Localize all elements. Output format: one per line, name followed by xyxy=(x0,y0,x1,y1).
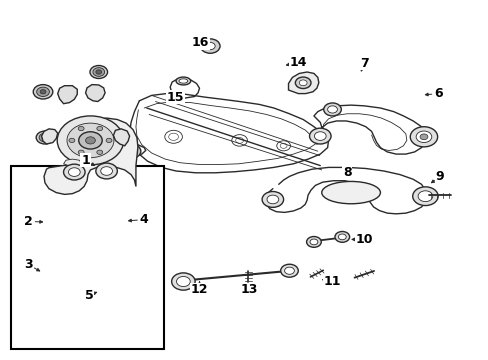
Circle shape xyxy=(39,133,51,142)
Circle shape xyxy=(284,267,294,274)
Circle shape xyxy=(295,77,310,89)
Circle shape xyxy=(125,137,131,141)
Circle shape xyxy=(126,148,136,155)
Circle shape xyxy=(33,85,53,99)
Text: 10: 10 xyxy=(355,233,372,246)
Circle shape xyxy=(299,80,306,86)
Circle shape xyxy=(67,123,114,158)
Circle shape xyxy=(63,164,85,180)
Circle shape xyxy=(42,135,48,140)
Text: 6: 6 xyxy=(433,87,442,100)
Circle shape xyxy=(68,168,80,176)
Circle shape xyxy=(36,131,54,144)
Circle shape xyxy=(338,234,346,240)
Ellipse shape xyxy=(179,79,187,83)
Circle shape xyxy=(415,131,431,143)
Circle shape xyxy=(78,126,84,131)
Bar xyxy=(11,166,163,349)
Text: 5: 5 xyxy=(84,289,93,302)
Circle shape xyxy=(122,135,134,143)
Circle shape xyxy=(412,187,437,206)
Text: 16: 16 xyxy=(191,36,209,49)
Polygon shape xyxy=(58,86,77,104)
Circle shape xyxy=(266,195,278,204)
Text: 3: 3 xyxy=(24,258,33,271)
Circle shape xyxy=(90,66,107,78)
Circle shape xyxy=(419,134,427,140)
Polygon shape xyxy=(113,129,129,146)
Circle shape xyxy=(96,70,102,74)
Polygon shape xyxy=(85,85,105,102)
Circle shape xyxy=(262,192,283,207)
Circle shape xyxy=(171,273,195,290)
Circle shape xyxy=(200,39,220,53)
Polygon shape xyxy=(288,72,318,94)
Circle shape xyxy=(314,132,325,140)
Text: 1: 1 xyxy=(81,154,90,167)
Polygon shape xyxy=(44,118,138,194)
Circle shape xyxy=(40,90,46,94)
Text: 2: 2 xyxy=(24,215,33,228)
Circle shape xyxy=(334,231,349,242)
Circle shape xyxy=(121,144,141,158)
Circle shape xyxy=(309,239,317,245)
Circle shape xyxy=(96,163,117,179)
Circle shape xyxy=(280,264,298,277)
Text: 13: 13 xyxy=(240,283,258,296)
Circle shape xyxy=(69,138,75,143)
Circle shape xyxy=(306,237,321,247)
Text: 7: 7 xyxy=(359,57,368,69)
Ellipse shape xyxy=(176,77,190,85)
Circle shape xyxy=(327,106,337,113)
Circle shape xyxy=(93,68,104,76)
Polygon shape xyxy=(41,129,58,144)
Circle shape xyxy=(417,191,432,202)
Text: 8: 8 xyxy=(342,166,351,179)
Text: 15: 15 xyxy=(166,91,183,104)
Text: 9: 9 xyxy=(435,170,444,183)
Circle shape xyxy=(37,87,49,96)
Text: 12: 12 xyxy=(190,283,208,296)
Circle shape xyxy=(97,150,102,154)
Circle shape xyxy=(409,127,437,147)
Circle shape xyxy=(119,132,137,145)
Circle shape xyxy=(205,42,215,50)
Circle shape xyxy=(323,103,341,116)
Circle shape xyxy=(78,150,84,154)
Circle shape xyxy=(97,126,102,131)
Circle shape xyxy=(85,137,95,144)
Ellipse shape xyxy=(321,181,380,204)
Circle shape xyxy=(57,116,123,165)
Polygon shape xyxy=(63,159,82,168)
Circle shape xyxy=(309,128,330,144)
Circle shape xyxy=(176,276,190,287)
Text: 11: 11 xyxy=(323,275,341,288)
Circle shape xyxy=(101,167,112,175)
Text: 14: 14 xyxy=(289,56,306,69)
Text: 4: 4 xyxy=(140,213,148,226)
Circle shape xyxy=(106,138,112,143)
Circle shape xyxy=(79,132,102,149)
